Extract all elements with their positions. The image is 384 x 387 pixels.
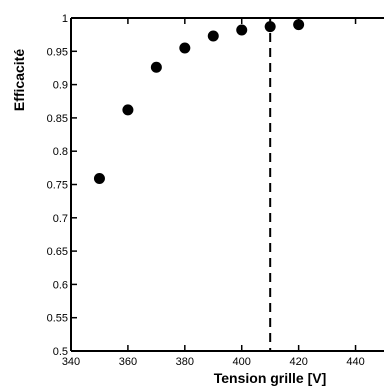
x-tick-label: 360 xyxy=(119,356,137,368)
data-point xyxy=(236,24,248,36)
y-tick-label: 0.9 xyxy=(53,80,68,92)
x-tick-label: 440 xyxy=(346,356,364,368)
x-tick-label: 380 xyxy=(176,356,194,368)
y-tick-label: 0.65 xyxy=(47,246,68,258)
data-points xyxy=(93,19,305,185)
data-point xyxy=(93,173,105,185)
data-point xyxy=(179,42,191,54)
x-axis-title: Tension grille [V] xyxy=(214,370,327,386)
x-tick-label: 340 xyxy=(62,356,80,368)
x-tick-labels: 340 360 380 400 420 440 xyxy=(62,356,365,368)
y-tick-label: 0.5 xyxy=(53,346,68,358)
y-tick-label: 0.55 xyxy=(47,313,68,325)
y-tick-label: 0.85 xyxy=(47,113,68,125)
y-tick-label: 0.95 xyxy=(47,46,68,58)
y-axis-title: Efficacité xyxy=(11,49,27,111)
x-tick-label: 400 xyxy=(233,356,251,368)
x-tick-label: 420 xyxy=(289,356,307,368)
y-tick-label: 1 xyxy=(62,13,68,25)
y-tick-label: 0.75 xyxy=(47,180,68,192)
data-point xyxy=(150,61,162,73)
data-point xyxy=(264,21,276,33)
y-tick-label: 0.6 xyxy=(53,279,68,291)
y-tick-labels: 0.5 0.55 0.6 0.65 0.7 0.75 0.8 0.85 0.9 0.95 1 xyxy=(47,13,68,358)
y-tick-label: 0.8 xyxy=(53,146,68,158)
data-point xyxy=(122,104,134,116)
y-tick-label: 0.7 xyxy=(53,213,68,225)
plot-frame xyxy=(70,17,384,352)
data-point xyxy=(207,30,219,42)
data-point xyxy=(293,19,305,31)
tick-marks xyxy=(70,17,357,352)
